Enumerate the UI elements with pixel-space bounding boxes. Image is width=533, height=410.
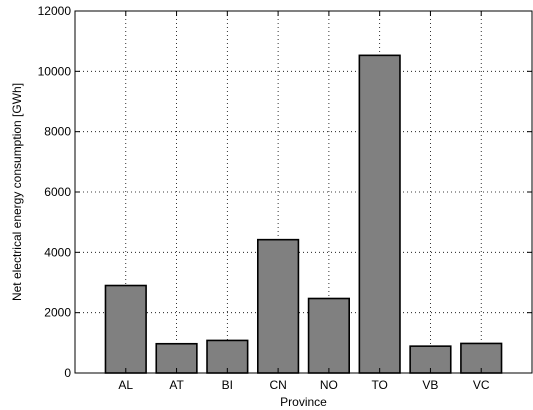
tick-layer: 0 2000 4000 6000 8000 10000 12000 AL AT BI CN NO TO V… [38, 4, 532, 392]
y-tick-label: 4000 [44, 245, 71, 259]
bar-bi [206, 339, 249, 374]
bar-cn [256, 238, 300, 374]
y-tick-label: 10000 [38, 64, 72, 78]
bar-al [104, 284, 147, 374]
x-tick-label: AL [118, 378, 133, 392]
y-tick-label: 6000 [44, 185, 71, 199]
y-tick-label: 0 [64, 366, 71, 380]
x-tick-label: CN [269, 378, 286, 392]
y-tick-label: 2000 [44, 306, 71, 320]
bar-layer [104, 54, 503, 374]
y-axis-label: Net electrical energy consumption [GWh] [10, 83, 24, 301]
y-tick-label: 8000 [44, 125, 71, 139]
x-tick-label: VB [422, 378, 438, 392]
bar-no [307, 297, 351, 374]
bar-to [358, 54, 401, 374]
x-tick-label: NO [320, 378, 338, 392]
x-tick-label: BI [222, 378, 233, 392]
x-tick-label: VC [473, 378, 490, 392]
x-tick-label: AT [169, 378, 184, 392]
x-tick-label: TO [371, 378, 387, 392]
x-axis-label: Province [280, 395, 327, 409]
y-tick-label: 12000 [38, 4, 72, 18]
